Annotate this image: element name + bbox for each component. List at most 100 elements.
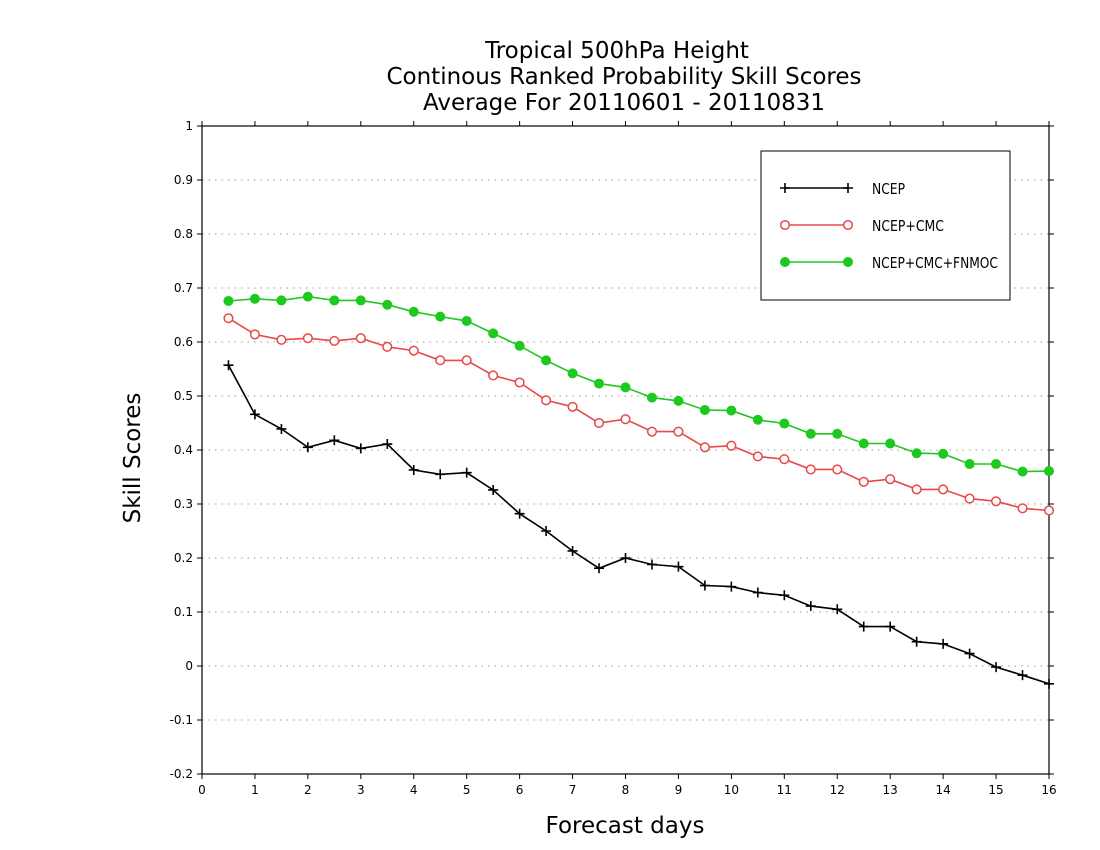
data-point-plus <box>408 464 419 475</box>
data-point-open-circle <box>938 484 949 495</box>
y-tick-label: -0.1 <box>170 713 193 727</box>
y-tick-label: 0.4 <box>174 443 193 457</box>
data-point-filled-circle <box>567 368 578 379</box>
x-tick-label: 15 <box>988 783 1003 797</box>
data-point-filled-circle <box>699 405 710 416</box>
chart-title-line-1: Tropical 500hPa Height <box>484 38 749 64</box>
data-point-filled-circle <box>329 295 340 306</box>
data-point-filled-circle <box>594 378 605 389</box>
x-axis-label: Forecast days <box>546 813 705 839</box>
data-point-plus <box>911 636 922 647</box>
chart-title-line-2: Continous Ranked Probability Skill Score… <box>386 64 861 90</box>
data-point-open-circle <box>885 474 896 485</box>
data-point-open-circle <box>567 401 578 412</box>
data-point-filled-circle <box>991 459 1002 470</box>
data-point-open-circle <box>1043 505 1055 516</box>
data-point-plus <box>382 439 393 450</box>
legend-entry: NCEP <box>780 180 905 198</box>
y-tick-label: -0.2 <box>170 767 193 781</box>
data-point-plus <box>780 183 790 193</box>
data-point-filled-circle <box>408 306 419 317</box>
series-group <box>223 291 1055 689</box>
x-tick-label: 1 <box>251 783 259 797</box>
chart-title-line-3: Average For 20110601 - 20110831 <box>423 90 825 116</box>
data-point-open-circle <box>779 454 790 465</box>
y-tick-label: 0.6 <box>174 335 193 349</box>
x-tick-label: 6 <box>516 783 524 797</box>
data-point-plus <box>805 601 816 612</box>
data-point-filled-circle <box>461 315 472 326</box>
data-point-open-circle <box>541 395 552 406</box>
data-point-plus <box>646 559 657 570</box>
data-point-plus <box>779 590 790 601</box>
x-tick-label: 16 <box>1041 783 1056 797</box>
y-tick-label: 0 <box>185 659 193 673</box>
data-point-plus <box>938 638 949 649</box>
data-point-open-circle <box>620 414 631 425</box>
data-point-plus <box>752 587 763 598</box>
data-point-open-circle <box>276 334 287 345</box>
x-tick-label: 5 <box>463 783 471 797</box>
data-point-filled-circle <box>843 257 853 267</box>
data-point-open-circle <box>858 476 869 487</box>
series-ncep-cmc-fnmoc <box>223 291 1054 477</box>
data-point-open-circle <box>646 426 658 437</box>
data-point-open-circle <box>514 377 525 388</box>
data-point-filled-circle <box>435 311 446 322</box>
data-point-filled-circle <box>726 405 737 416</box>
data-point-open-circle <box>779 219 791 231</box>
data-point-filled-circle <box>964 459 975 470</box>
x-tick-label: 8 <box>622 783 630 797</box>
y-tick-label: 0.1 <box>174 605 193 619</box>
data-point-plus <box>276 423 287 434</box>
data-point-open-circle <box>355 333 366 344</box>
x-tick-label: 14 <box>935 783 950 797</box>
x-tick-label: 10 <box>724 783 739 797</box>
legend-entry: NCEP+CMC+FNMOC <box>780 254 998 272</box>
data-point-open-circle <box>726 440 737 451</box>
data-point-filled-circle <box>885 438 896 449</box>
data-point-filled-circle <box>832 428 843 439</box>
data-point-plus <box>329 435 340 446</box>
series-ncep-cmc <box>223 313 1055 516</box>
series-line <box>227 364 1050 685</box>
y-tick-label: 0.2 <box>174 551 193 565</box>
data-point-plus <box>302 442 313 453</box>
data-point-plus <box>964 648 975 659</box>
data-point-open-circle <box>1017 503 1028 514</box>
data-point-open-circle <box>964 493 975 504</box>
data-point-plus <box>699 580 710 591</box>
data-point-plus <box>1044 678 1054 689</box>
data-point-open-circle <box>805 464 816 475</box>
data-point-open-circle <box>832 464 843 475</box>
data-point-open-circle <box>382 341 393 352</box>
data-point-filled-circle <box>514 340 525 351</box>
data-point-filled-circle <box>805 428 816 439</box>
x-tick-label: 3 <box>357 783 365 797</box>
x-tick-label: 12 <box>830 783 845 797</box>
data-point-filled-circle <box>858 438 869 449</box>
data-point-filled-circle <box>752 414 763 425</box>
data-point-filled-circle <box>938 448 949 459</box>
data-point-plus <box>726 581 737 592</box>
data-point-open-circle <box>842 219 854 231</box>
data-point-plus <box>673 561 684 572</box>
data-point-filled-circle <box>779 418 790 429</box>
data-point-plus <box>249 409 260 420</box>
legend-label: NCEP <box>872 180 905 198</box>
data-point-plus <box>514 508 525 519</box>
data-point-open-circle <box>435 355 446 366</box>
series-line <box>228 317 1050 512</box>
data-point-open-circle <box>699 442 710 453</box>
data-point-open-circle <box>673 426 684 437</box>
legend-label: NCEP+CMC <box>872 217 944 235</box>
data-point-open-circle <box>223 313 234 324</box>
x-tick-label: 0 <box>198 783 206 797</box>
data-point-plus <box>858 621 869 632</box>
data-point-filled-circle <box>276 295 287 306</box>
x-tick-label: 7 <box>569 783 577 797</box>
data-point-open-circle <box>408 345 419 356</box>
data-point-plus <box>832 604 843 615</box>
data-point-plus <box>594 563 605 574</box>
